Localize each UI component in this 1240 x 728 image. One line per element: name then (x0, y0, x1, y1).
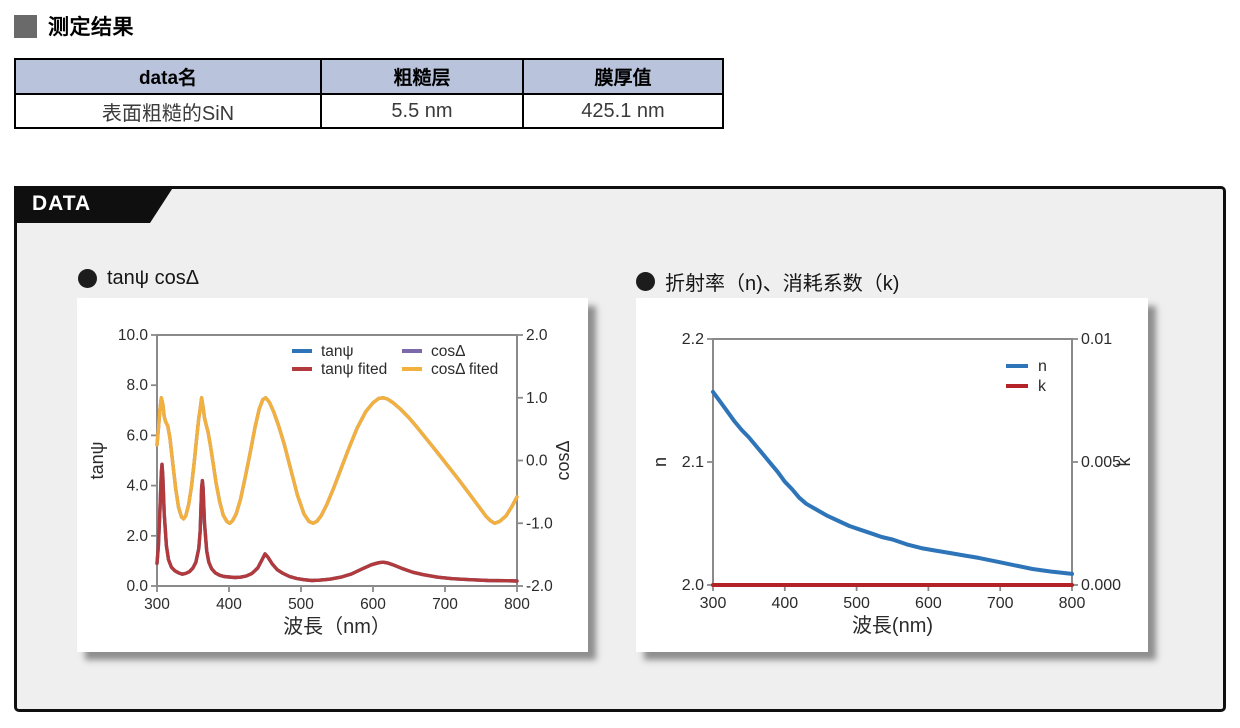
cell-rough-layer-value: 5.5 nm (320, 93, 524, 129)
y-tick-label-left: 10.0 (118, 327, 149, 344)
y-tick-label-right: 2.0 (526, 327, 548, 344)
right-chart-title: 折射率（n)、消耗系数（k) (636, 267, 899, 296)
y-tick-label-left: 2.0 (682, 577, 704, 594)
section-marker-icon (14, 14, 37, 38)
legend-label: cosΔ (431, 343, 465, 360)
y-tick-label-left: 4.0 (126, 478, 148, 495)
col-header-rough-layer: 粗糙层 (320, 58, 524, 95)
x-axis-label: 波長(nm) (852, 614, 933, 637)
x-tick-label: 700 (432, 596, 458, 613)
series-cosΔ fited (155, 396, 519, 526)
tanpsi-cosdelta-chart: 300 400 500 600 700 800 0.0 2.0 4.0 6.0 8.0 10.0 -2.… (87, 327, 573, 638)
y-axis-label-right: cosΔ (553, 440, 573, 480)
plot-frame (156, 334, 518, 587)
x-tick-label: 300 (144, 596, 170, 613)
data-panel: DATA tanψ cosΔ 折射率（n)、消耗系数（k) 300 400 500 6… (14, 186, 1226, 712)
x-tick-label: 800 (504, 596, 530, 613)
x-tick-label: 400 (216, 596, 242, 613)
y-tick-label-right: 1.0 (526, 390, 548, 407)
x-tick-label: 500 (843, 595, 870, 612)
data-panel-tab-label: DATA (32, 192, 92, 215)
y-tick-label-left: 2.1 (682, 454, 704, 471)
x-tick-label: 500 (288, 596, 314, 613)
bullet-icon (636, 272, 655, 291)
right-chart-title-label: 折射率（n)、消耗系数（k) (665, 273, 900, 295)
y-tick-label-left: 6.0 (126, 427, 148, 444)
tanpsi-cosdelta-chart-card: 300 400 500 600 700 800 0.0 2.0 4.0 6.0 8.0 10.0 -2.… (77, 298, 588, 652)
y-tick-label-left: 8.0 (126, 377, 148, 394)
y-tick-label-left: 2.2 (682, 331, 704, 348)
cell-sample-name: 表面粗糙的SiN (14, 93, 322, 129)
results-table-header-row: data名 粗糙层 膜厚值 (14, 58, 724, 95)
y-tick-label-right: 0.01 (1081, 331, 1112, 348)
data-panel-tab: DATA (14, 186, 174, 223)
legend: nk (1006, 358, 1047, 395)
bullet-icon (78, 269, 97, 288)
y-axis-label-right: k (1114, 457, 1134, 467)
y-tick-label-left: 2.0 (126, 528, 148, 545)
x-axis-label: 波長（nm） (283, 615, 391, 638)
y-tick-label-right: -2.0 (526, 578, 553, 595)
left-chart-title-label: tanψ cosΔ (107, 267, 200, 289)
n-k-chart: 300 400 500 600 700 800 2.0 2.1 2.2 0.000 0.005 0.0… (650, 331, 1134, 637)
x-tick-label: 400 (771, 595, 798, 612)
y-tick-label-left: 0.0 (126, 578, 148, 595)
y-axis-label-left: n (650, 457, 670, 467)
y-tick-label-right: 0.000 (1081, 577, 1121, 594)
legend-label: n (1038, 358, 1047, 375)
results-table: data名 粗糙层 膜厚值 表面粗糙的SiN 5.5 nm 425.1 nm (14, 58, 724, 129)
n-k-chart-card: 300 400 500 600 700 800 2.0 2.1 2.2 0.000 0.005 0.0… (636, 298, 1148, 652)
legend-label: cosΔ fited (431, 361, 498, 378)
y-tick-label-right: 0.0 (526, 453, 548, 470)
x-tick-label: 600 (360, 596, 386, 613)
x-tick-label: 800 (1059, 595, 1086, 612)
page-title: 测定结果 (48, 16, 134, 39)
results-section-header: 测定结果 (14, 11, 134, 41)
col-header-thickness: 膜厚值 (522, 58, 724, 95)
col-header-data-name: data名 (14, 58, 322, 95)
y-tick-label-right: 0.005 (1081, 454, 1121, 471)
legend-label: tanψ fited (321, 361, 387, 378)
x-tick-label: 700 (987, 595, 1014, 612)
cell-thickness-value: 425.1 nm (522, 93, 724, 129)
series-n (711, 389, 1074, 576)
series-tanψ fited (155, 462, 519, 583)
legend-label: k (1038, 378, 1047, 395)
series-cosΔ (155, 396, 519, 526)
legend-label: tanψ (321, 343, 354, 360)
table-row: 表面粗糙的SiN 5.5 nm 425.1 nm (14, 93, 724, 129)
y-axis-label-left: tanψ (87, 442, 107, 480)
x-tick-label: 600 (915, 595, 942, 612)
left-chart-title: tanψ cosΔ (78, 267, 199, 290)
y-tick-label-right: -1.0 (526, 515, 553, 532)
x-tick-label: 300 (700, 595, 727, 612)
